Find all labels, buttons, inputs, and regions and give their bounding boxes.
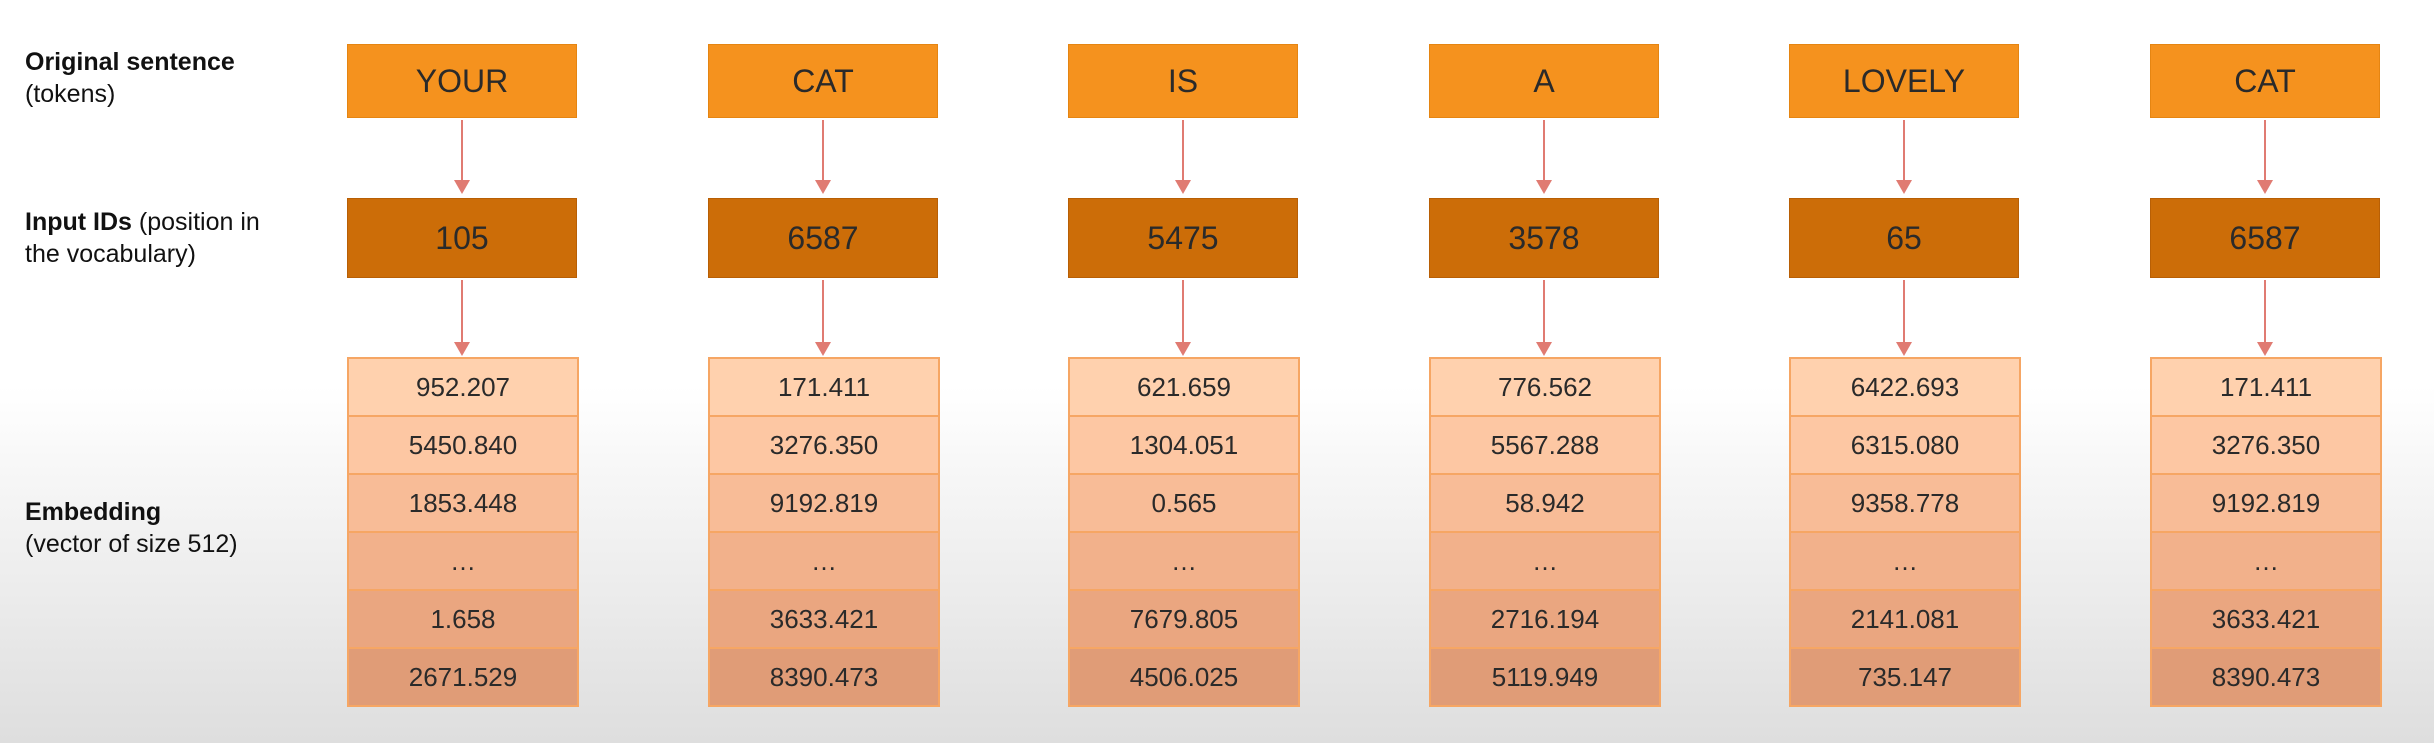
row-label-tokens: Original sentence (tokens) xyxy=(25,46,235,110)
arrow-down-icon xyxy=(454,120,470,194)
arrow-down-icon xyxy=(1896,120,1912,194)
embedding-value: 0.565 xyxy=(1070,473,1298,531)
arrow-down-icon xyxy=(815,280,831,356)
token-column: YOUR 105 952.207 5450.840 1853.448… 1.658 2671… xyxy=(347,0,579,743)
token-column: LOVELY 65 6422.693 6315.080 9358.778… 2141.08… xyxy=(1789,0,2021,743)
embedding-value: 8390.473 xyxy=(710,647,938,705)
embedding-value: 5567.288 xyxy=(1431,415,1659,473)
row-label-embedding: Embedding (vector of size 512) xyxy=(25,496,238,560)
embedding-value: 621.659 xyxy=(1070,359,1298,415)
embedding-vector: 952.207 5450.840 1853.448… 1.658 2671.529 xyxy=(347,357,579,707)
row-label-emb-sub: (vector of size 512) xyxy=(25,530,238,558)
embedding-value: … xyxy=(1431,531,1659,589)
embedding-value: 171.411 xyxy=(710,359,938,415)
token-box: YOUR xyxy=(347,44,577,118)
embedding-value: 5450.840 xyxy=(349,415,577,473)
arrow-down-icon xyxy=(1175,120,1191,194)
embedding-value: 171.411 xyxy=(2152,359,2380,415)
token-column: CAT 6587 171.411 3276.350 9192.819… 3633.421 8… xyxy=(708,0,940,743)
arrow-down-icon xyxy=(1536,280,1552,356)
row-label-input-ids: Input IDs (position in the vocabulary) xyxy=(25,206,260,270)
token-column: A 3578 776.562 5567.288 58.942… 2716.194 5119.… xyxy=(1429,0,1661,743)
input-id-box: 6587 xyxy=(708,198,938,278)
arrow-down-icon xyxy=(815,120,831,194)
row-label-tokens-title: Original sentence xyxy=(25,48,235,76)
input-id-box: 65 xyxy=(1789,198,2019,278)
embedding-vector: 776.562 5567.288 58.942… 2716.194 5119.949 xyxy=(1429,357,1661,707)
arrow-down-icon xyxy=(454,280,470,356)
embedding-value: … xyxy=(2152,531,2380,589)
embedding-value: … xyxy=(1070,531,1298,589)
embedding-value: 3276.350 xyxy=(2152,415,2380,473)
embedding-value: 7679.805 xyxy=(1070,589,1298,647)
token-column: CAT 6587 171.411 3276.350 9192.819… 3633.421 8… xyxy=(2150,0,2382,743)
token-box: IS xyxy=(1068,44,1298,118)
embedding-value: 9192.819 xyxy=(710,473,938,531)
arrow-down-icon xyxy=(2257,280,2273,356)
input-id-box: 105 xyxy=(347,198,577,278)
arrow-down-icon xyxy=(2257,120,2273,194)
embedding-value: 1853.448 xyxy=(349,473,577,531)
row-label-ids-title: Input IDs xyxy=(25,208,132,236)
token-column: IS 5475 621.659 1304.051 0.565… 7679.805 4506.… xyxy=(1068,0,1300,743)
input-id-box: 3578 xyxy=(1429,198,1659,278)
embedding-vector: 171.411 3276.350 9192.819… 3633.421 8390.473 xyxy=(2150,357,2382,707)
embedding-value: … xyxy=(710,531,938,589)
embedding-value: 8390.473 xyxy=(2152,647,2380,705)
embedding-value: 6422.693 xyxy=(1791,359,2019,415)
embedding-value: 2671.529 xyxy=(349,647,577,705)
embedding-value: 776.562 xyxy=(1431,359,1659,415)
embedding-value: 735.147 xyxy=(1791,647,2019,705)
embedding-vector: 621.659 1304.051 0.565… 7679.805 4506.025 xyxy=(1068,357,1300,707)
arrow-down-icon xyxy=(1175,280,1191,356)
embedding-vector: 6422.693 6315.080 9358.778… 2141.081 735.147 xyxy=(1789,357,2021,707)
embedding-value: 4506.025 xyxy=(1070,647,1298,705)
embedding-value: 5119.949 xyxy=(1431,647,1659,705)
input-id-box: 6587 xyxy=(2150,198,2380,278)
embedding-value: 1.658 xyxy=(349,589,577,647)
embedding-value: 3633.421 xyxy=(710,589,938,647)
row-label-ids-sub-2: the vocabulary) xyxy=(25,240,196,268)
token-box: A xyxy=(1429,44,1659,118)
embedding-value: 6315.080 xyxy=(1791,415,2019,473)
embedding-value: 9192.819 xyxy=(2152,473,2380,531)
embedding-value: 3276.350 xyxy=(710,415,938,473)
token-box: CAT xyxy=(2150,44,2380,118)
arrow-down-icon xyxy=(1896,280,1912,356)
embedding-value: 9358.778 xyxy=(1791,473,2019,531)
embedding-value: 1304.051 xyxy=(1070,415,1298,473)
row-label-tokens-sub: (tokens) xyxy=(25,80,116,108)
embedding-value: 2141.081 xyxy=(1791,589,2019,647)
arrow-down-icon xyxy=(1536,120,1552,194)
embedding-value: 3633.421 xyxy=(2152,589,2380,647)
token-box: CAT xyxy=(708,44,938,118)
embedding-value: … xyxy=(349,531,577,589)
row-label-emb-title: Embedding xyxy=(25,498,162,526)
embedding-vector: 171.411 3276.350 9192.819… 3633.421 8390.473 xyxy=(708,357,940,707)
embedding-value: 2716.194 xyxy=(1431,589,1659,647)
input-id-box: 5475 xyxy=(1068,198,1298,278)
embedding-value: 58.942 xyxy=(1431,473,1659,531)
token-box: LOVELY xyxy=(1789,44,2019,118)
embedding-value: … xyxy=(1791,531,2019,589)
row-label-ids-sub-1: (position in xyxy=(138,208,260,236)
embedding-value: 952.207 xyxy=(349,359,577,415)
